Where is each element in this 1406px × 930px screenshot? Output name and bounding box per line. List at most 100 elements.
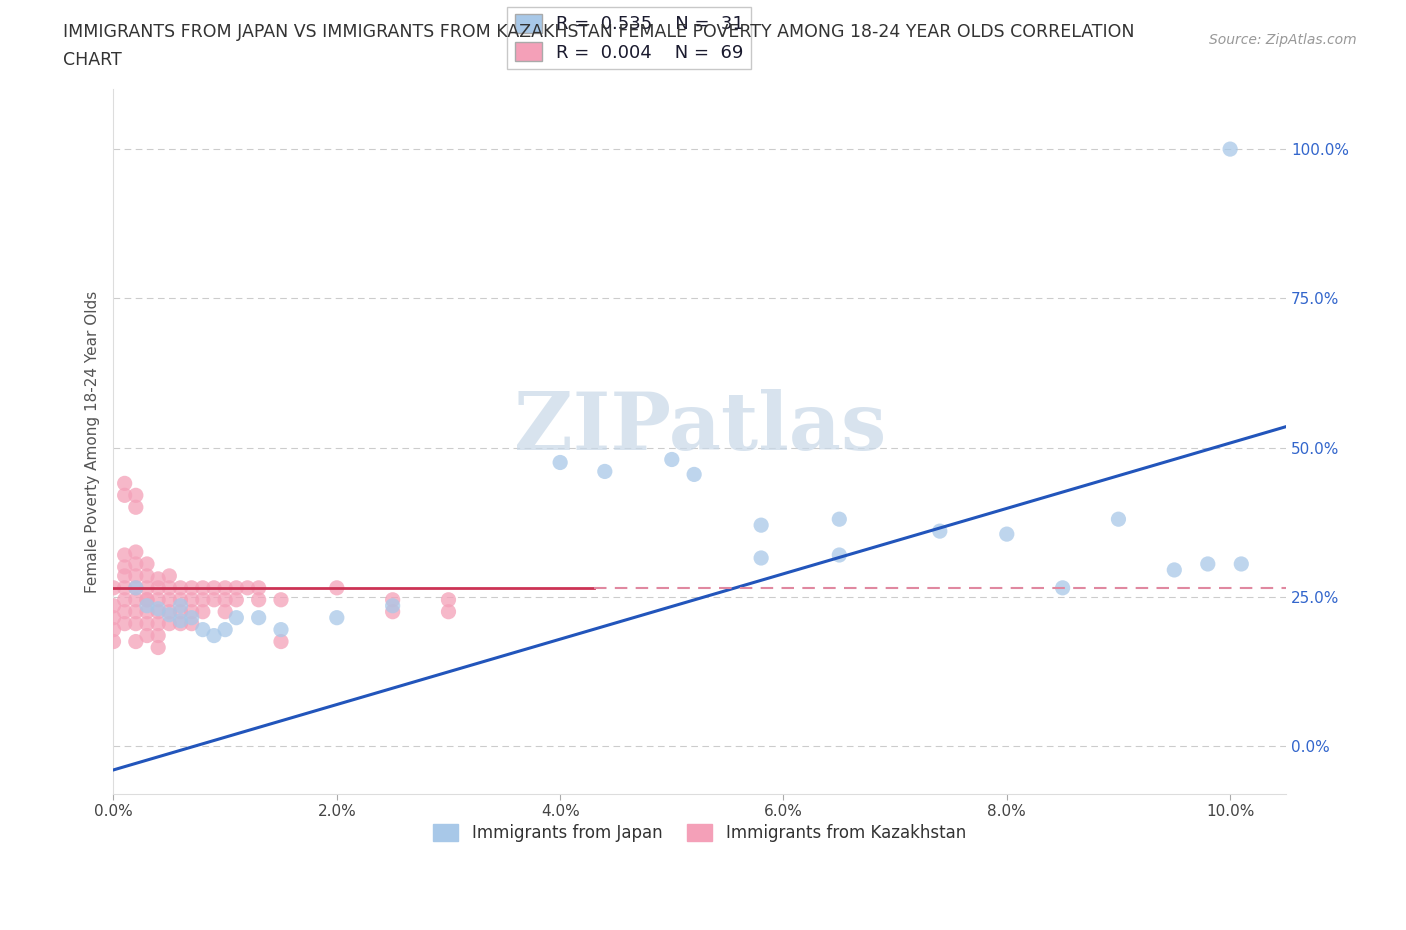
Point: [437, 604, 460, 619]
Point: [191, 580, 214, 595]
Point: [180, 610, 202, 625]
Point: [202, 628, 225, 643]
Point: [270, 622, 292, 637]
Point: [1107, 512, 1129, 526]
Point: [214, 622, 236, 637]
Point: [114, 548, 136, 563]
Point: [1197, 556, 1219, 571]
Point: [103, 610, 125, 625]
Point: [114, 476, 136, 491]
Point: [1219, 141, 1241, 156]
Point: [136, 604, 159, 619]
Point: [326, 580, 349, 595]
Point: [225, 592, 247, 607]
Point: [326, 610, 349, 625]
Point: [593, 464, 616, 479]
Point: [114, 604, 136, 619]
Point: [146, 571, 169, 586]
Point: [146, 628, 169, 643]
Point: [214, 580, 236, 595]
Point: [103, 598, 125, 613]
Point: [1163, 563, 1185, 578]
Point: [683, 467, 706, 482]
Legend: Immigrants from Japan, Immigrants from Kazakhstan: Immigrants from Japan, Immigrants from K…: [427, 817, 973, 849]
Point: [191, 622, 214, 637]
Point: [247, 610, 270, 625]
Point: [247, 580, 270, 595]
Point: [125, 545, 148, 560]
Point: [125, 499, 148, 514]
Point: [114, 488, 136, 503]
Point: [136, 580, 159, 595]
Text: CHART: CHART: [63, 51, 122, 69]
Point: [103, 622, 125, 637]
Point: [169, 604, 191, 619]
Point: [180, 604, 202, 619]
Point: [146, 604, 169, 619]
Point: [103, 634, 125, 649]
Point: [125, 634, 148, 649]
Text: Source: ZipAtlas.com: Source: ZipAtlas.com: [1209, 33, 1357, 46]
Point: [749, 518, 772, 533]
Point: [437, 592, 460, 607]
Point: [236, 580, 259, 595]
Point: [270, 634, 292, 649]
Point: [169, 580, 191, 595]
Point: [136, 556, 159, 571]
Point: [381, 604, 404, 619]
Point: [381, 592, 404, 607]
Point: [202, 580, 225, 595]
Point: [146, 640, 169, 655]
Point: [114, 580, 136, 595]
Point: [191, 592, 214, 607]
Point: [1230, 556, 1253, 571]
Point: [146, 592, 169, 607]
Point: [125, 568, 148, 583]
Point: [157, 568, 180, 583]
Point: [214, 592, 236, 607]
Point: [928, 524, 950, 538]
Point: [125, 580, 148, 595]
Point: [995, 526, 1018, 541]
Point: [157, 617, 180, 631]
Point: [157, 580, 180, 595]
Point: [157, 604, 180, 619]
Point: [191, 604, 214, 619]
Point: [114, 568, 136, 583]
Point: [125, 580, 148, 595]
Point: [548, 455, 571, 470]
Point: [146, 580, 169, 595]
Point: [169, 613, 191, 628]
Point: [136, 617, 159, 631]
Point: [180, 592, 202, 607]
Point: [114, 592, 136, 607]
Point: [136, 628, 159, 643]
Point: [169, 598, 191, 613]
Point: [214, 604, 236, 619]
Point: [125, 617, 148, 631]
Point: [381, 598, 404, 613]
Point: [180, 580, 202, 595]
Point: [247, 592, 270, 607]
Point: [202, 592, 225, 607]
Point: [749, 551, 772, 565]
Point: [125, 592, 148, 607]
Point: [1052, 580, 1074, 595]
Point: [103, 580, 125, 595]
Point: [157, 607, 180, 622]
Point: [114, 560, 136, 575]
Point: [180, 617, 202, 631]
Point: [136, 598, 159, 613]
Point: [125, 604, 148, 619]
Text: ZIPatlas: ZIPatlas: [513, 389, 886, 467]
Point: [169, 592, 191, 607]
Point: [146, 617, 169, 631]
Point: [828, 512, 851, 526]
Point: [270, 592, 292, 607]
Point: [125, 556, 148, 571]
Point: [136, 592, 159, 607]
Point: [169, 617, 191, 631]
Point: [225, 580, 247, 595]
Point: [114, 617, 136, 631]
Point: [661, 452, 683, 467]
